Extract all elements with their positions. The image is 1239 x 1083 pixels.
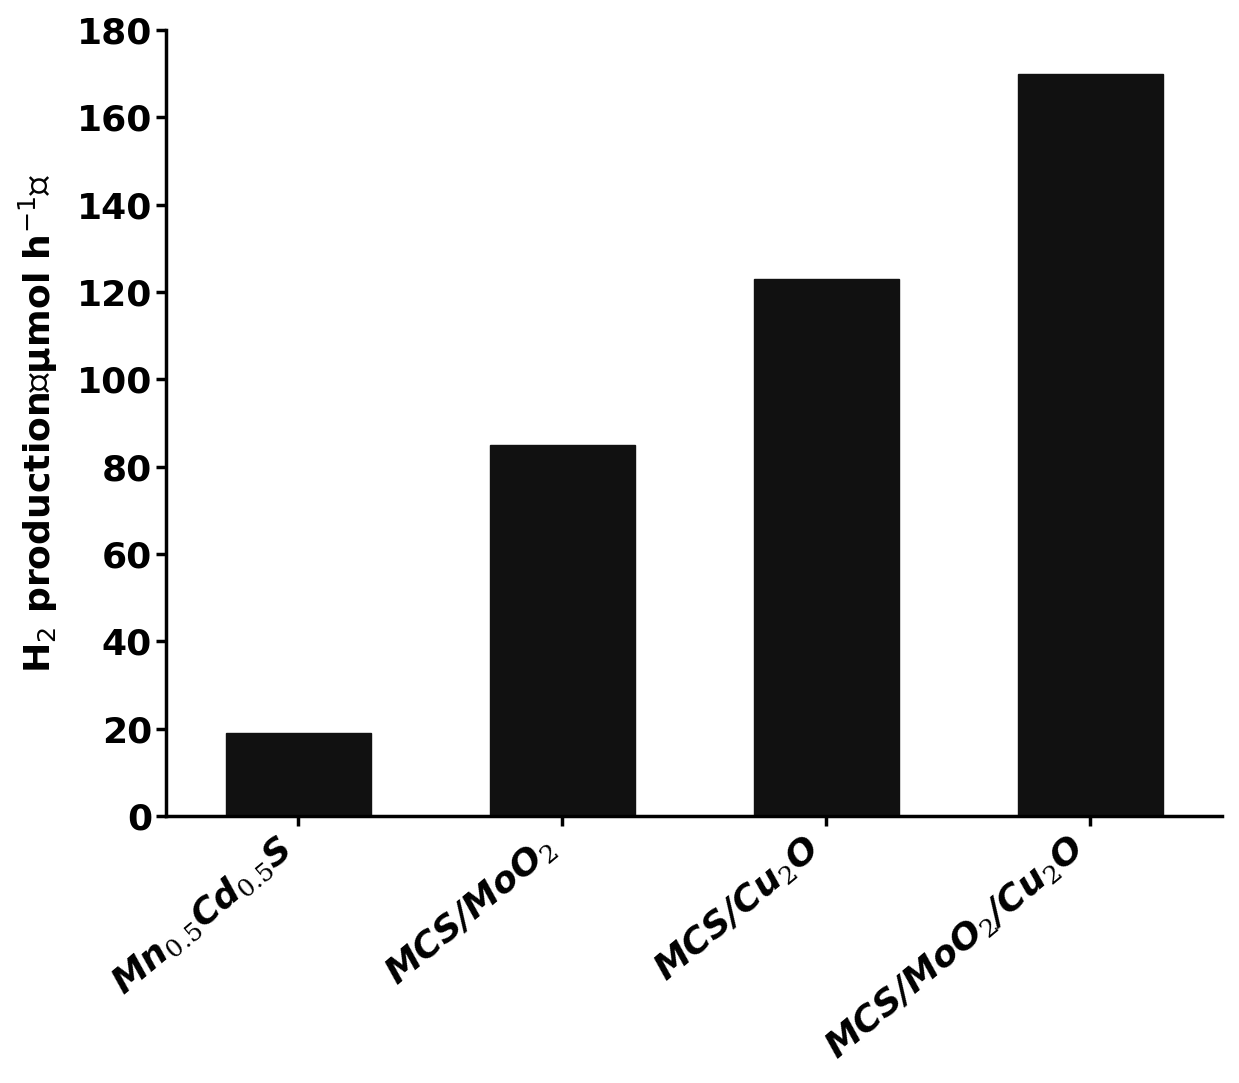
- Y-axis label: H$_2$ production（μmol h$^{-1}$）: H$_2$ production（μmol h$^{-1}$）: [16, 173, 59, 673]
- Bar: [225, 733, 370, 815]
- Bar: [489, 445, 636, 815]
- Bar: [753, 279, 900, 815]
- Bar: [1017, 74, 1163, 815]
